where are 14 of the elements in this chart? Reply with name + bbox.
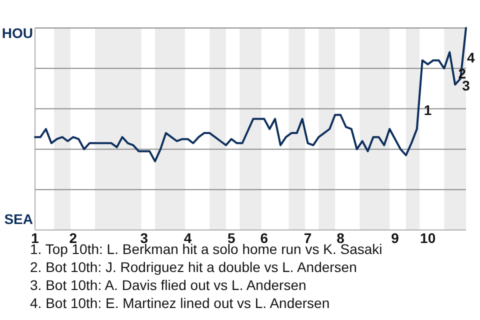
x-tick-label: 10 [420, 230, 436, 246]
text: 4 [467, 49, 475, 66]
text: HOU [2, 25, 33, 41]
annotation: 1 [424, 102, 432, 118]
x-tick-label: 9 [391, 230, 400, 246]
x-tick-label: 7 [304, 230, 312, 246]
text: SEA [4, 211, 33, 227]
x-tick-label: 5 [228, 230, 236, 246]
text: 3. Bot 10th: A. Davis flied out vs L. Andersen [30, 277, 306, 293]
x-tick-label: 6 [260, 230, 268, 246]
x-tick-label: 3 [140, 230, 148, 246]
annotation: 3 [462, 78, 470, 94]
text: 2. Bot 10th: J. Rodriguez hit a double vs L. Andersen [30, 259, 357, 275]
text: 4. Bot 10th: E. Martinez lined out vs L. Andersen [30, 295, 330, 311]
